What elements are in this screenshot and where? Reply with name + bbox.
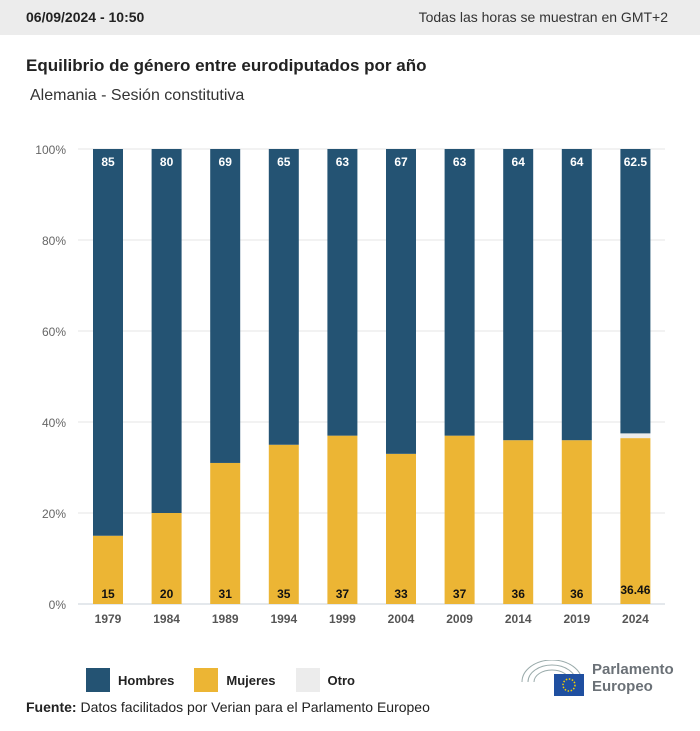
date: 06/09/2024 - 10:50: [26, 9, 145, 25]
data-label-mujeres: 20: [160, 587, 174, 601]
legend-item-mujeres[interactable]: Mujeres: [194, 668, 276, 692]
data-label-hombres: 85: [101, 155, 115, 169]
data-label-mujeres: 37: [336, 587, 350, 601]
x-tick-label: 1989: [212, 612, 239, 626]
data-label-mujeres: 15: [101, 587, 115, 601]
legend-label: Otro: [327, 672, 355, 688]
data-label-mujeres: 35: [277, 587, 291, 601]
bar-hombres: [151, 149, 182, 513]
y-tick-label: 0%: [49, 598, 67, 612]
y-tick-label: 80%: [42, 234, 66, 248]
hemicycle-eu-flag-icon: [521, 660, 584, 696]
bar-mujeres: [386, 453, 416, 604]
x-tick-label: 1979: [95, 612, 122, 626]
data-label-mujeres: 33: [394, 587, 408, 601]
bar-otro: [620, 433, 651, 439]
legend-swatch: [194, 668, 219, 692]
bar-mujeres: [151, 513, 182, 604]
x-tick-label: 1984: [153, 612, 180, 626]
legend-label: Hombres: [118, 672, 175, 688]
data-label-hombres: 62.5: [624, 155, 648, 169]
bar-hombres: [561, 149, 592, 441]
bar-mujeres: [444, 435, 475, 604]
bar-hombres: [210, 149, 241, 463]
legend-item-hombres[interactable]: Hombres: [86, 668, 174, 692]
data-label-hombres: 67: [394, 155, 408, 169]
x-tick-label: 2024: [622, 612, 649, 626]
data-label-mujeres: 31: [219, 587, 233, 601]
legend-label: Mujeres: [226, 672, 276, 688]
bar-hombres: [503, 149, 534, 441]
bar-mujeres: [327, 435, 358, 604]
bar-mujeres: [620, 438, 651, 604]
source-label: Fuente:: [26, 699, 77, 715]
logo-line2: Europeo: [592, 678, 653, 695]
chart-subtitle: Alemania - Sesión constitutiva: [30, 87, 245, 104]
data-label-hombres: 63: [336, 155, 350, 169]
x-tick-label: 2014: [505, 612, 532, 626]
parliament-logo: Parlamento Europeo: [520, 660, 674, 696]
data-label-mujeres: 36: [570, 587, 584, 601]
top-bar: 06/09/2024 - 10:50 Todas las horas se mu…: [0, 0, 700, 35]
legend-swatch: [295, 668, 320, 692]
data-label-hombres: 65: [277, 155, 291, 169]
legend-item-otro[interactable]: Otro: [295, 668, 355, 692]
x-tick-label: 2009: [446, 612, 473, 626]
y-tick-label: 20%: [42, 507, 66, 521]
chart-title: Equilibrio de género entre eurodiputados…: [26, 56, 427, 75]
x-tick-label: 2019: [563, 612, 590, 626]
data-label-mujeres: 36.46: [620, 583, 650, 597]
data-label-mujeres: 37: [453, 587, 467, 601]
bar-mujeres: [503, 440, 534, 604]
bar-mujeres: [268, 444, 299, 604]
legend-swatch: [86, 668, 110, 692]
y-tick-label: 60%: [42, 325, 66, 339]
data-label-hombres: 69: [219, 155, 233, 169]
x-tick-label: 2004: [388, 612, 415, 626]
stacked-bar-chart: 0% 20% 40% 60% 80% 100% 15 85 1979 20 80 1984 31 69 19…: [35, 143, 665, 626]
y-tick-label: 40%: [42, 416, 66, 430]
source-note: Fuente: Datos facilitados por Verian par…: [26, 699, 430, 715]
bar-hombres: [444, 149, 475, 436]
data-label-hombres: 64: [512, 155, 526, 169]
bar-hombres: [327, 149, 358, 436]
data-label-hombres: 63: [453, 155, 467, 169]
bar-hombres: [620, 149, 651, 434]
bar-hombres: [386, 149, 416, 454]
y-tick-label: 100%: [35, 143, 66, 157]
timezone-note: Todas las horas se muestran en GMT+2: [418, 9, 668, 25]
x-tick-label: 1999: [329, 612, 356, 626]
bar-mujeres: [210, 462, 241, 604]
bar-mujeres: [93, 535, 123, 604]
logo-line1: Parlamento: [592, 661, 674, 678]
bar-hombres: [268, 149, 299, 445]
x-tick-label: 1994: [270, 612, 297, 626]
bar-hombres: [93, 149, 123, 536]
data-label-mujeres: 36: [512, 587, 526, 601]
source-text: Datos facilitados por Verian para el Par…: [80, 699, 430, 715]
data-label-hombres: 80: [160, 155, 174, 169]
bar-mujeres: [561, 440, 592, 604]
data-label-hombres: 64: [570, 155, 584, 169]
legend: Hombres Mujeres Otro: [86, 668, 355, 692]
